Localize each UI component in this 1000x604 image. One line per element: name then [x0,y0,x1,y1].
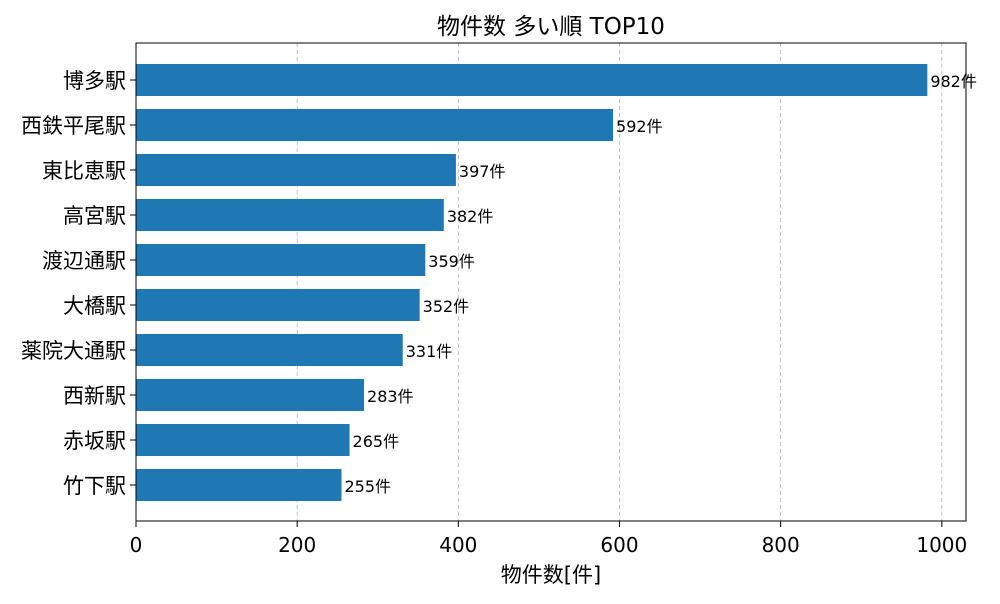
x-axis-ticks: 0 200 400 600 800 1000 [130,521,967,557]
plot-frame [135,42,967,522]
x-tick-label: 1000 [916,533,967,557]
bar-value-label: 397件 [459,162,506,181]
bar-value-label: 382件 [447,207,494,226]
y-tick-label: 渡辺通駅 [42,249,126,273]
bar-value-label: 265件 [353,432,400,451]
bar-value-label: 359件 [428,252,475,271]
y-tick-label: 大橋駅 [63,294,126,318]
bars [136,64,928,501]
bar [136,289,420,321]
bar [136,64,928,96]
bar [136,199,444,231]
x-tick-label: 800 [762,533,800,557]
bar-value-label: 283件 [367,387,414,406]
value-labels: 982件 592件 397件 382件 359件 352件 331件 283件 265件 255件 [344,72,976,496]
y-tick-label: 高宮駅 [63,204,126,228]
x-tick-label: 200 [278,533,316,557]
bar [136,379,365,411]
bar [136,424,350,456]
chart-title: 物件数 多い順 TOP10 [437,14,665,40]
bar-value-label: 255件 [344,477,391,496]
bar-value-label: 592件 [616,117,663,136]
y-tick-label: 博多駅 [63,69,126,93]
x-axis-label: 物件数[件] [501,563,601,587]
bar-value-label: 352件 [423,297,470,316]
x-tick-label: 600 [600,533,638,557]
bar [136,244,426,276]
bar [136,334,403,366]
bar-value-label: 331件 [406,342,453,361]
y-tick-label: 赤坂駅 [63,429,126,453]
bar [136,109,614,141]
bar-value-label: 982件 [930,72,977,91]
x-tick-label: 400 [439,533,477,557]
y-tick-label: 薬院大通駅 [21,339,126,363]
y-tick-label: 西新駅 [63,384,126,408]
bar [136,469,342,501]
bar [136,154,456,186]
y-tick-label: 東比恵駅 [42,159,126,183]
x-tick-label: 0 [130,533,143,557]
y-tick-label: 竹下駅 [63,474,126,498]
y-tick-label: 西鉄平尾駅 [21,114,126,138]
